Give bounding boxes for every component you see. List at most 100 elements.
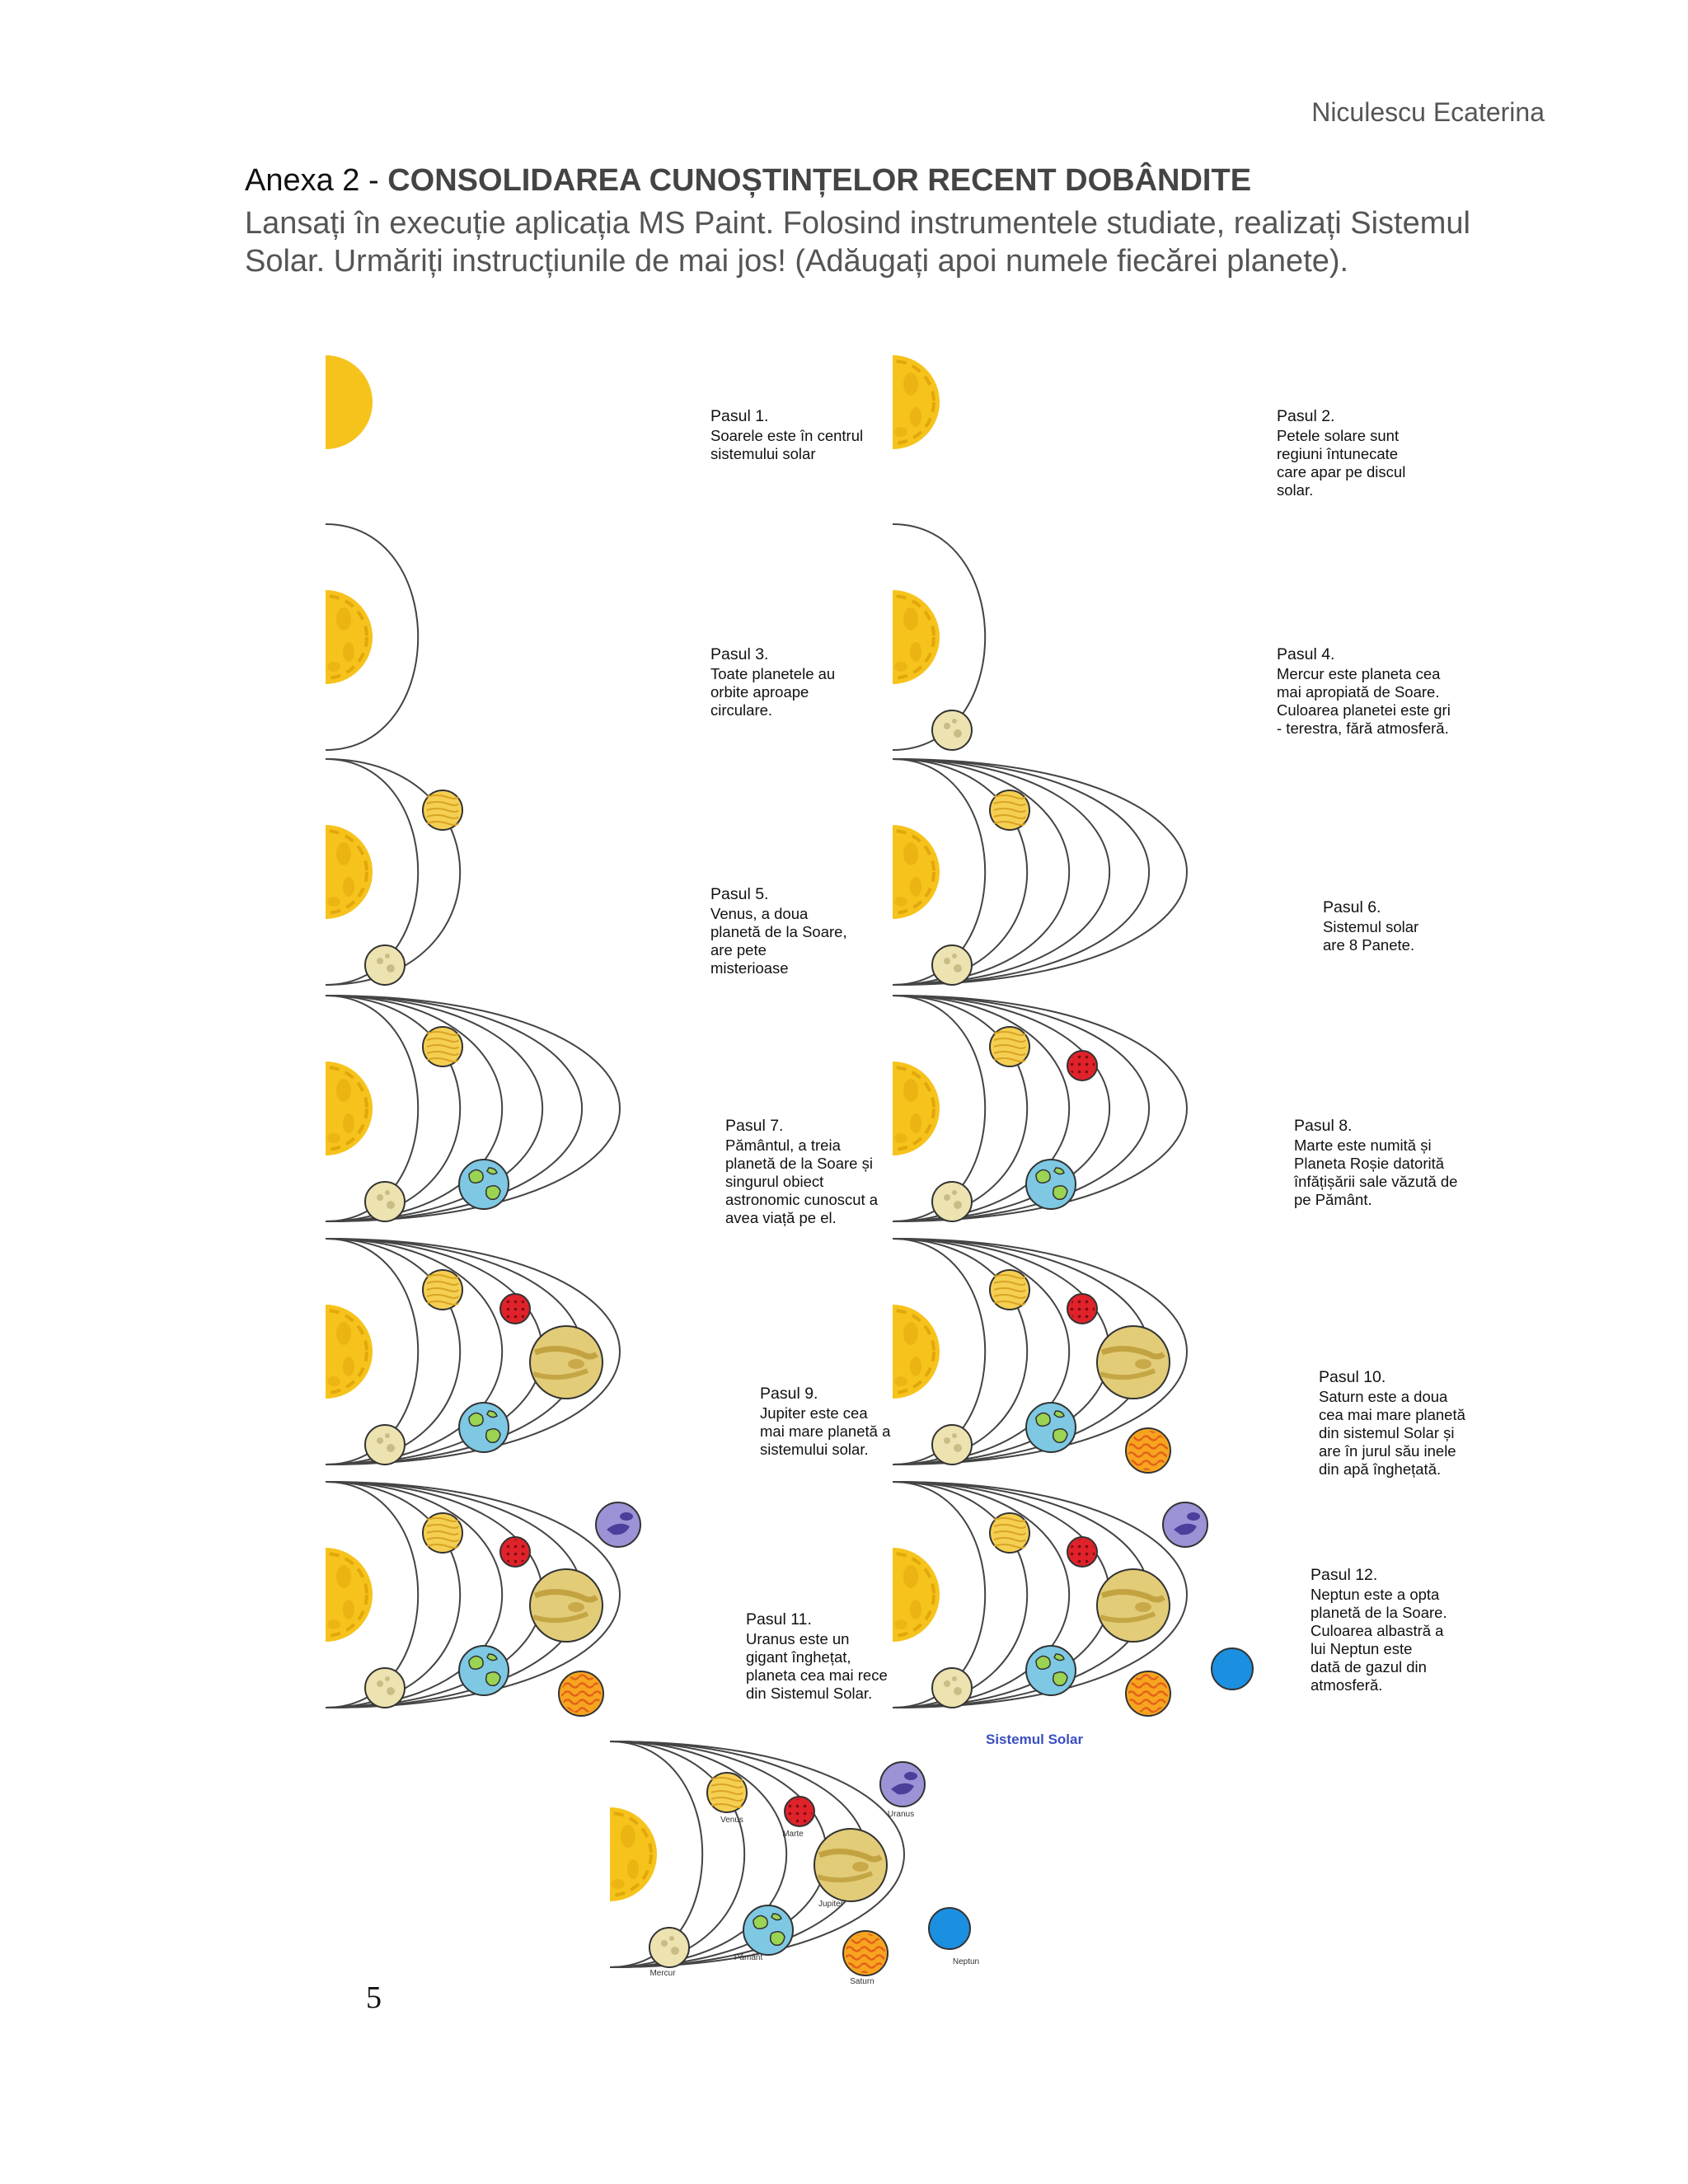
step-4-text: Pasul 4. Mercur este planeta cea mai aprop… — [1277, 645, 1451, 738]
step-13-diagram: Mercur Venus Pământ Marte Jupiter Saturn Uranu… — [609, 1741, 979, 1986]
venus-icon — [989, 1269, 1030, 1310]
sun-icon — [893, 1062, 940, 1155]
orbit-line — [325, 1481, 621, 1708]
jupiter-icon — [529, 1568, 603, 1643]
mercury-icon — [364, 944, 406, 986]
earth-icon — [458, 1159, 509, 1210]
step-8-line-3: înfățișării sale văzută de — [1294, 1173, 1458, 1190]
step-2-line-3: care apar pe discul — [1277, 463, 1406, 480]
step-11-text: Pasul 11. Uranus este un gigant înghețat, p… — [746, 1610, 888, 1703]
page-number: 5 — [366, 1980, 382, 2015]
mercury-icon — [364, 1424, 406, 1465]
orbit-line — [325, 1238, 621, 1465]
step-10-title: Pasul 10. — [1319, 1368, 1386, 1386]
orbit-line — [325, 995, 584, 1222]
step-10-line-1: Saturn este a doua — [1319, 1388, 1448, 1405]
mars-icon — [499, 1536, 531, 1568]
sun-icon — [326, 1548, 373, 1642]
sun-icon — [893, 1548, 940, 1642]
step-9-diagram — [325, 1238, 621, 1465]
orbit-line — [892, 1238, 1071, 1465]
orbit-line — [892, 995, 1188, 1222]
step-11-diagram — [325, 1481, 641, 1717]
venus-icon — [989, 790, 1030, 831]
venus-icon — [989, 1512, 1030, 1554]
orbit-line — [892, 995, 1151, 1222]
annex-title-bold: CONSOLIDAREA CUNOȘTINȚELOR RECENT DOBÂND… — [387, 163, 1252, 198]
step-12-line-3: Culoarea albastră a — [1311, 1622, 1444, 1639]
mercury-icon — [931, 1667, 973, 1708]
mars-icon — [499, 1293, 531, 1324]
step-8-title: Pasul 8. — [1294, 1117, 1353, 1135]
mars-icon — [1067, 1050, 1098, 1081]
mercury-label: Mercur — [649, 1969, 676, 1978]
step-7-line-2: planetă de la Soare și — [725, 1155, 873, 1172]
saturn-icon — [842, 1930, 889, 1976]
step-5-line-2: planetă de la Soare, — [710, 923, 847, 940]
step-8-text: Pasul 8. Marte este numită și Planeta Roși… — [1294, 1117, 1457, 1209]
saturn-icon — [558, 1671, 604, 1717]
step-10-line-4: are în jurul său inele — [1319, 1442, 1456, 1460]
neptune-icon — [1211, 1647, 1254, 1690]
orbit-line — [325, 995, 504, 1222]
step-12-title: Pasul 12. — [1311, 1566, 1378, 1584]
orbit-line — [892, 995, 1071, 1222]
step-2-line-4: solar. — [1277, 481, 1314, 499]
earth-icon — [743, 1905, 794, 1956]
step-4-line-2: mai apropiată de Soare. — [1277, 683, 1440, 701]
step-7-line-3: singurul obiect — [725, 1173, 824, 1190]
step-12-line-1: Neptun este a opta — [1311, 1586, 1440, 1603]
mars-icon — [1067, 1293, 1098, 1324]
earth-icon — [1025, 1159, 1076, 1210]
step-1-title: Pasul 1. — [710, 407, 769, 425]
venus-icon — [422, 1269, 463, 1310]
step-1-line-1: Soarele este în centrul — [710, 427, 864, 444]
step-11-line-2: gigant înghețat, — [746, 1648, 851, 1666]
step-4-title: Pasul 4. — [1277, 645, 1335, 663]
orbit-line — [325, 995, 621, 1222]
step-12-text: Pasul 12. Neptun este a opta planetă de la… — [1311, 1566, 1447, 1694]
venus-icon — [989, 1026, 1030, 1067]
step-9-text: Pasul 9. Jupiter este cea mai mare planetă… — [760, 1385, 890, 1459]
step-6-line-2: are 8 Panete. — [1323, 936, 1415, 954]
step-9-line-3: sistemului solar. — [760, 1441, 869, 1458]
step-9-line-1: Jupiter este cea — [760, 1404, 868, 1422]
step-5-diagram — [325, 758, 463, 986]
step-12-line-2: planetă de la Soare. — [1311, 1604, 1447, 1621]
sun-icon — [326, 825, 373, 919]
step-3-diagram — [325, 523, 420, 751]
step-7-line-4: astronomic cunoscut a — [725, 1191, 879, 1208]
sun-icon — [326, 1062, 373, 1155]
step-6-line-1: Sistemul solar — [1323, 918, 1419, 935]
step-2-title: Pasul 2. — [1277, 407, 1335, 425]
mercury-icon — [364, 1181, 406, 1222]
orbit-line — [609, 1741, 905, 1968]
step-9-line-2: mai mare planetă a — [760, 1422, 891, 1440]
step-4-line-1: Mercur este planeta cea — [1277, 665, 1441, 682]
step-6-diagram — [892, 758, 1188, 986]
step-12-line-4: lui Neptun este — [1311, 1640, 1413, 1657]
uranus-icon — [1162, 1502, 1208, 1548]
venus-icon — [706, 1772, 748, 1813]
earth-label: Pământ — [734, 1953, 763, 1962]
step-3-text: Pasul 3. Toate planetele au orbite aproape… — [710, 645, 835, 719]
step-2-diagram — [893, 355, 940, 449]
step-4-diagram — [892, 523, 987, 751]
step-7-title: Pasul 7. — [725, 1117, 784, 1135]
step-8-line-4: pe Pământ. — [1294, 1191, 1372, 1208]
step-11-line-1: Uranus este un — [746, 1630, 850, 1647]
orbit-line — [892, 995, 1111, 1222]
step-3-line-3: circulare. — [710, 701, 773, 719]
mars-icon — [784, 1796, 815, 1827]
venus-label: Venus — [720, 1816, 743, 1825]
orbit-line — [609, 1741, 788, 1968]
orbit-line — [892, 1481, 1188, 1708]
step-10-text: Pasul 10. Saturn este a doua cea mai mare … — [1319, 1368, 1465, 1479]
neptune-icon — [928, 1907, 971, 1950]
mercury-icon — [931, 1424, 973, 1465]
sun-icon — [893, 355, 940, 449]
step-9-title: Pasul 9. — [760, 1385, 818, 1403]
venus-icon — [422, 1512, 463, 1554]
annex-title: Anexa 2 - CONSOLIDAREA CUNOȘTINȚELOR REC… — [245, 163, 1251, 199]
